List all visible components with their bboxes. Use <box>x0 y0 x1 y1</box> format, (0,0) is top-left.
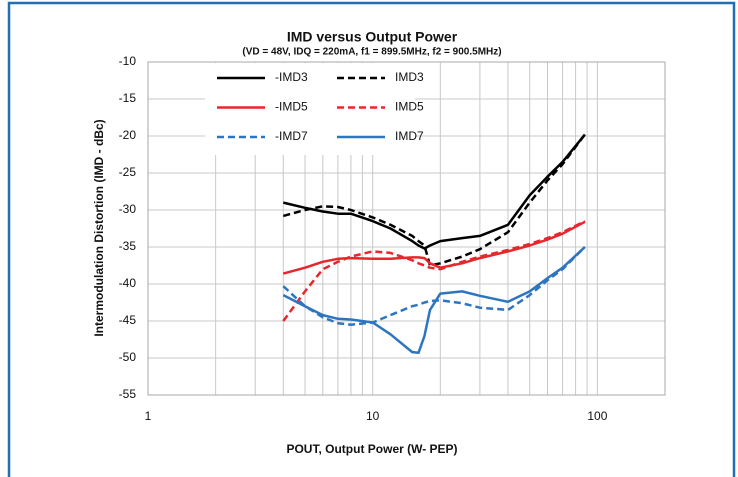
chart-title: IMD versus Output Power <box>287 29 458 45</box>
y-tick-label: -20 <box>119 128 137 142</box>
y-tick-label: -25 <box>119 165 137 179</box>
y-tick-label: -15 <box>119 91 137 105</box>
series-line <box>282 133 586 267</box>
legend-label: -IMD7 <box>275 129 308 143</box>
legend-label: IMD7 <box>395 129 424 143</box>
y-axis-label: Intermodulation Distortion (IMD - dBc) <box>92 119 106 336</box>
legend-label: -IMD5 <box>275 100 308 114</box>
y-tick-label: -30 <box>119 202 137 216</box>
legend-label: -IMD3 <box>275 70 308 84</box>
x-tick-label: 1 <box>145 409 152 423</box>
series-line <box>282 246 586 355</box>
x-tick-label: 10 <box>366 409 380 423</box>
x-axis-label: POUT, Output Power (W- PEP) <box>286 442 457 456</box>
series-line <box>282 220 586 275</box>
y-tick-label: -35 <box>119 239 137 253</box>
y-tick-label: -45 <box>119 313 137 327</box>
x-tick-label: 100 <box>587 409 607 423</box>
legend-label: IMD5 <box>395 100 424 114</box>
chart-subtitle: (VD = 48V, IDQ = 220mA, f1 = 899.5MHz, f… <box>242 47 501 58</box>
legend-label: IMD3 <box>395 70 424 84</box>
y-tick-label: -55 <box>119 387 137 401</box>
y-tick-label: -50 <box>119 350 137 364</box>
y-tick-label: -40 <box>119 276 137 290</box>
frame <box>7 1 736 477</box>
y-tick-label: -10 <box>119 54 137 68</box>
series-line <box>282 246 586 326</box>
plot-border <box>147 61 666 396</box>
series-line <box>282 219 586 322</box>
